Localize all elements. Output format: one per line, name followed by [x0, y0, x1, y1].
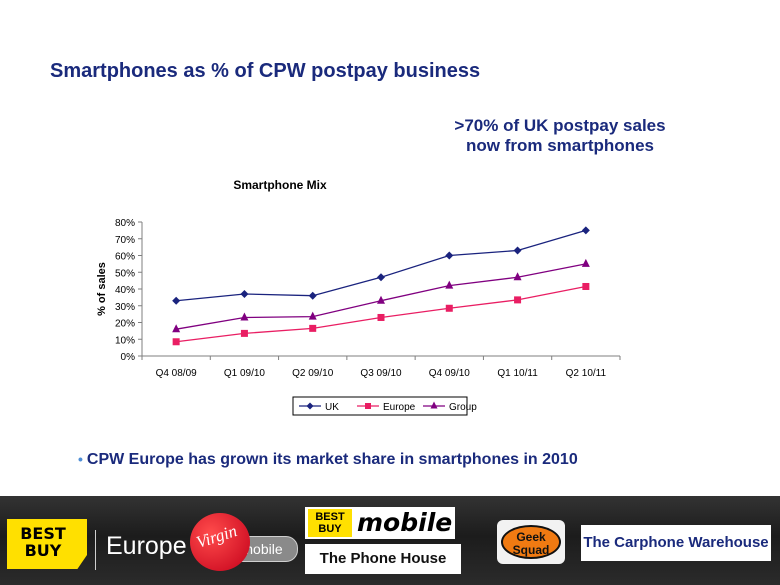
- geek-squad-logo: Geek Squad: [497, 520, 565, 564]
- chart-title: Smartphone Mix: [233, 178, 327, 192]
- best-buy-logo-text: BEST BUY: [20, 524, 66, 560]
- x-tick-label: Q1 10/11: [497, 368, 538, 379]
- y-tick-label: 30%: [115, 302, 135, 313]
- data-point-europe: [240, 329, 248, 337]
- data-point-europe: [172, 338, 180, 346]
- data-point-uk: [308, 291, 317, 300]
- data-point-europe: [309, 324, 317, 332]
- x-tick-label: Q2 09/10: [292, 368, 334, 379]
- legend-label-europe: Europe: [383, 402, 416, 413]
- callout-text: >70% of UK postpay sales now from smartp…: [430, 116, 690, 156]
- smartphone-mix-chart: Smartphone Mix % of sales 0% 10% 20% 30% 40% 50…: [96, 178, 621, 416]
- y-tick-label: 80%: [115, 218, 135, 229]
- virgin-logo: Virgin: [190, 513, 250, 571]
- bullet-point: • CPW Europe has grown its market share i…: [78, 451, 578, 469]
- best-buy-mobile-word: mobile: [357, 508, 453, 537]
- y-tick-label: 20%: [115, 319, 135, 330]
- carphone-warehouse-text: The Carphone Warehouse: [583, 534, 769, 551]
- virgin-logo-text: Virgin: [193, 521, 240, 552]
- series-line-uk: [176, 229, 587, 302]
- y-tick-label: 0%: [121, 352, 136, 363]
- geek-squad-oval: Geek Squad: [501, 525, 561, 559]
- carphone-warehouse-logo: The Carphone Warehouse: [581, 525, 771, 561]
- data-point-group: [445, 280, 454, 289]
- data-point-uk: [172, 296, 181, 305]
- legend-marker-uk: [306, 402, 314, 410]
- y-tick-label: 10%: [115, 335, 135, 346]
- x-tick-label: Q3 09/10: [360, 368, 402, 379]
- y-tick-label: 50%: [115, 268, 135, 279]
- data-point-group: [581, 258, 590, 267]
- x-tick-label: Q4 08/09: [156, 368, 198, 379]
- data-point-group: [513, 272, 522, 281]
- legend-label-uk: UK: [325, 402, 339, 413]
- data-point-europe: [514, 296, 522, 304]
- europe-label: Europe: [106, 532, 187, 560]
- y-tick-label: 70%: [115, 235, 135, 246]
- data-point-europe: [377, 313, 385, 321]
- legend-label-group: Group: [449, 402, 477, 413]
- data-point-group: [240, 312, 249, 321]
- phone-house-logo: The Phone House: [305, 544, 461, 574]
- virgin-mobile-word: mobile: [241, 541, 283, 557]
- data-point-uk: [240, 290, 249, 299]
- legend-marker-group: [430, 401, 438, 409]
- slide-title: Smartphones as % of CPW postpay business: [50, 60, 481, 82]
- chart-legend: [292, 396, 468, 416]
- callout-line-2: now from smartphones: [466, 136, 654, 155]
- callout-line-1: >70% of UK postpay sales: [454, 116, 666, 135]
- geek-squad-text: Geek Squad: [512, 530, 550, 557]
- data-point-group: [377, 295, 385, 304]
- bullet-dot-icon: •: [78, 451, 83, 467]
- legend-marker-europe: [365, 403, 371, 409]
- best-buy-logo: BEST BUY: [7, 519, 87, 569]
- data-point-group: [172, 324, 181, 333]
- best-buy-mobile-logo: BEST BUY mobile: [305, 507, 455, 539]
- best-buy-mobile-tag-text: BEST BUY: [315, 511, 345, 535]
- data-point-uk: [445, 251, 454, 260]
- bullet-text: CPW Europe has grown its market share in…: [86, 451, 578, 468]
- logo-divider: [95, 530, 96, 570]
- data-point-uk: [513, 246, 522, 255]
- data-point-europe: [445, 304, 453, 312]
- best-buy-mobile-tag: BEST BUY: [308, 509, 352, 537]
- y-axis-label: % of sales: [96, 262, 108, 316]
- phone-house-text: The Phone House: [319, 550, 447, 567]
- y-tick-label: 40%: [115, 285, 135, 296]
- data-point-group: [308, 311, 317, 320]
- data-point-uk: [377, 273, 385, 282]
- x-tick-label: Q4 09/10: [429, 368, 471, 379]
- data-point-europe: [582, 282, 590, 290]
- x-tick-label: Q1 09/10: [224, 368, 266, 379]
- x-tick-label: Q2 10/11: [566, 368, 607, 379]
- y-tick-label: 60%: [115, 252, 135, 263]
- data-point-uk: [581, 226, 590, 235]
